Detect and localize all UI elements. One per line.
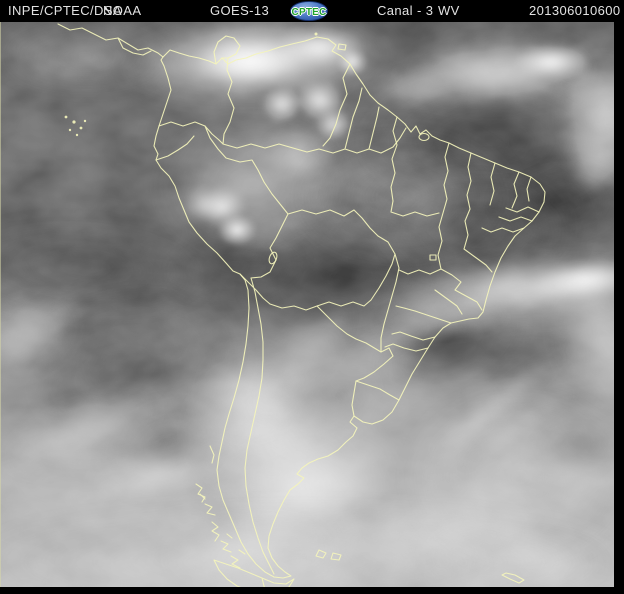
fjord-islands (195, 445, 246, 569)
galapagos-islands (64, 115, 87, 137)
trinidad-island (337, 43, 347, 51)
timestamp-label: 201306010600 (529, 3, 621, 18)
header-bar: INPE/CPTEC/DSA NOAA GOES-13 CPTEC Canal … (0, 0, 624, 22)
brazil-state-borders (384, 116, 540, 352)
band-label: WV (438, 3, 460, 18)
noise-texture-coarse (0, 22, 614, 587)
margarita-island (314, 32, 318, 36)
noaa-label: NOAA (103, 3, 142, 18)
map-borders-overlay (57, 23, 546, 587)
south-georgia-island (501, 572, 525, 584)
cptec-logo-text: CPTEC (291, 7, 327, 18)
satellite-image (0, 22, 614, 587)
channel-label: Canal - 3 (377, 3, 434, 18)
central-america-coastline (57, 23, 164, 58)
marajo-island (418, 132, 430, 142)
right-black-strip (614, 22, 624, 594)
bottom-black-strip (0, 587, 624, 594)
left-edge-line (0, 22, 1, 587)
satellite-label: GOES-13 (210, 3, 270, 18)
south-america-coastline (153, 36, 546, 579)
falkland-islands (315, 549, 342, 561)
agency-label: INPE/CPTEC/DSA (8, 3, 122, 18)
tierra-del-fuego (213, 559, 295, 587)
cptec-logo: CPTEC (290, 1, 328, 21)
country-borders (155, 35, 407, 575)
lake-titicaca (268, 251, 278, 265)
